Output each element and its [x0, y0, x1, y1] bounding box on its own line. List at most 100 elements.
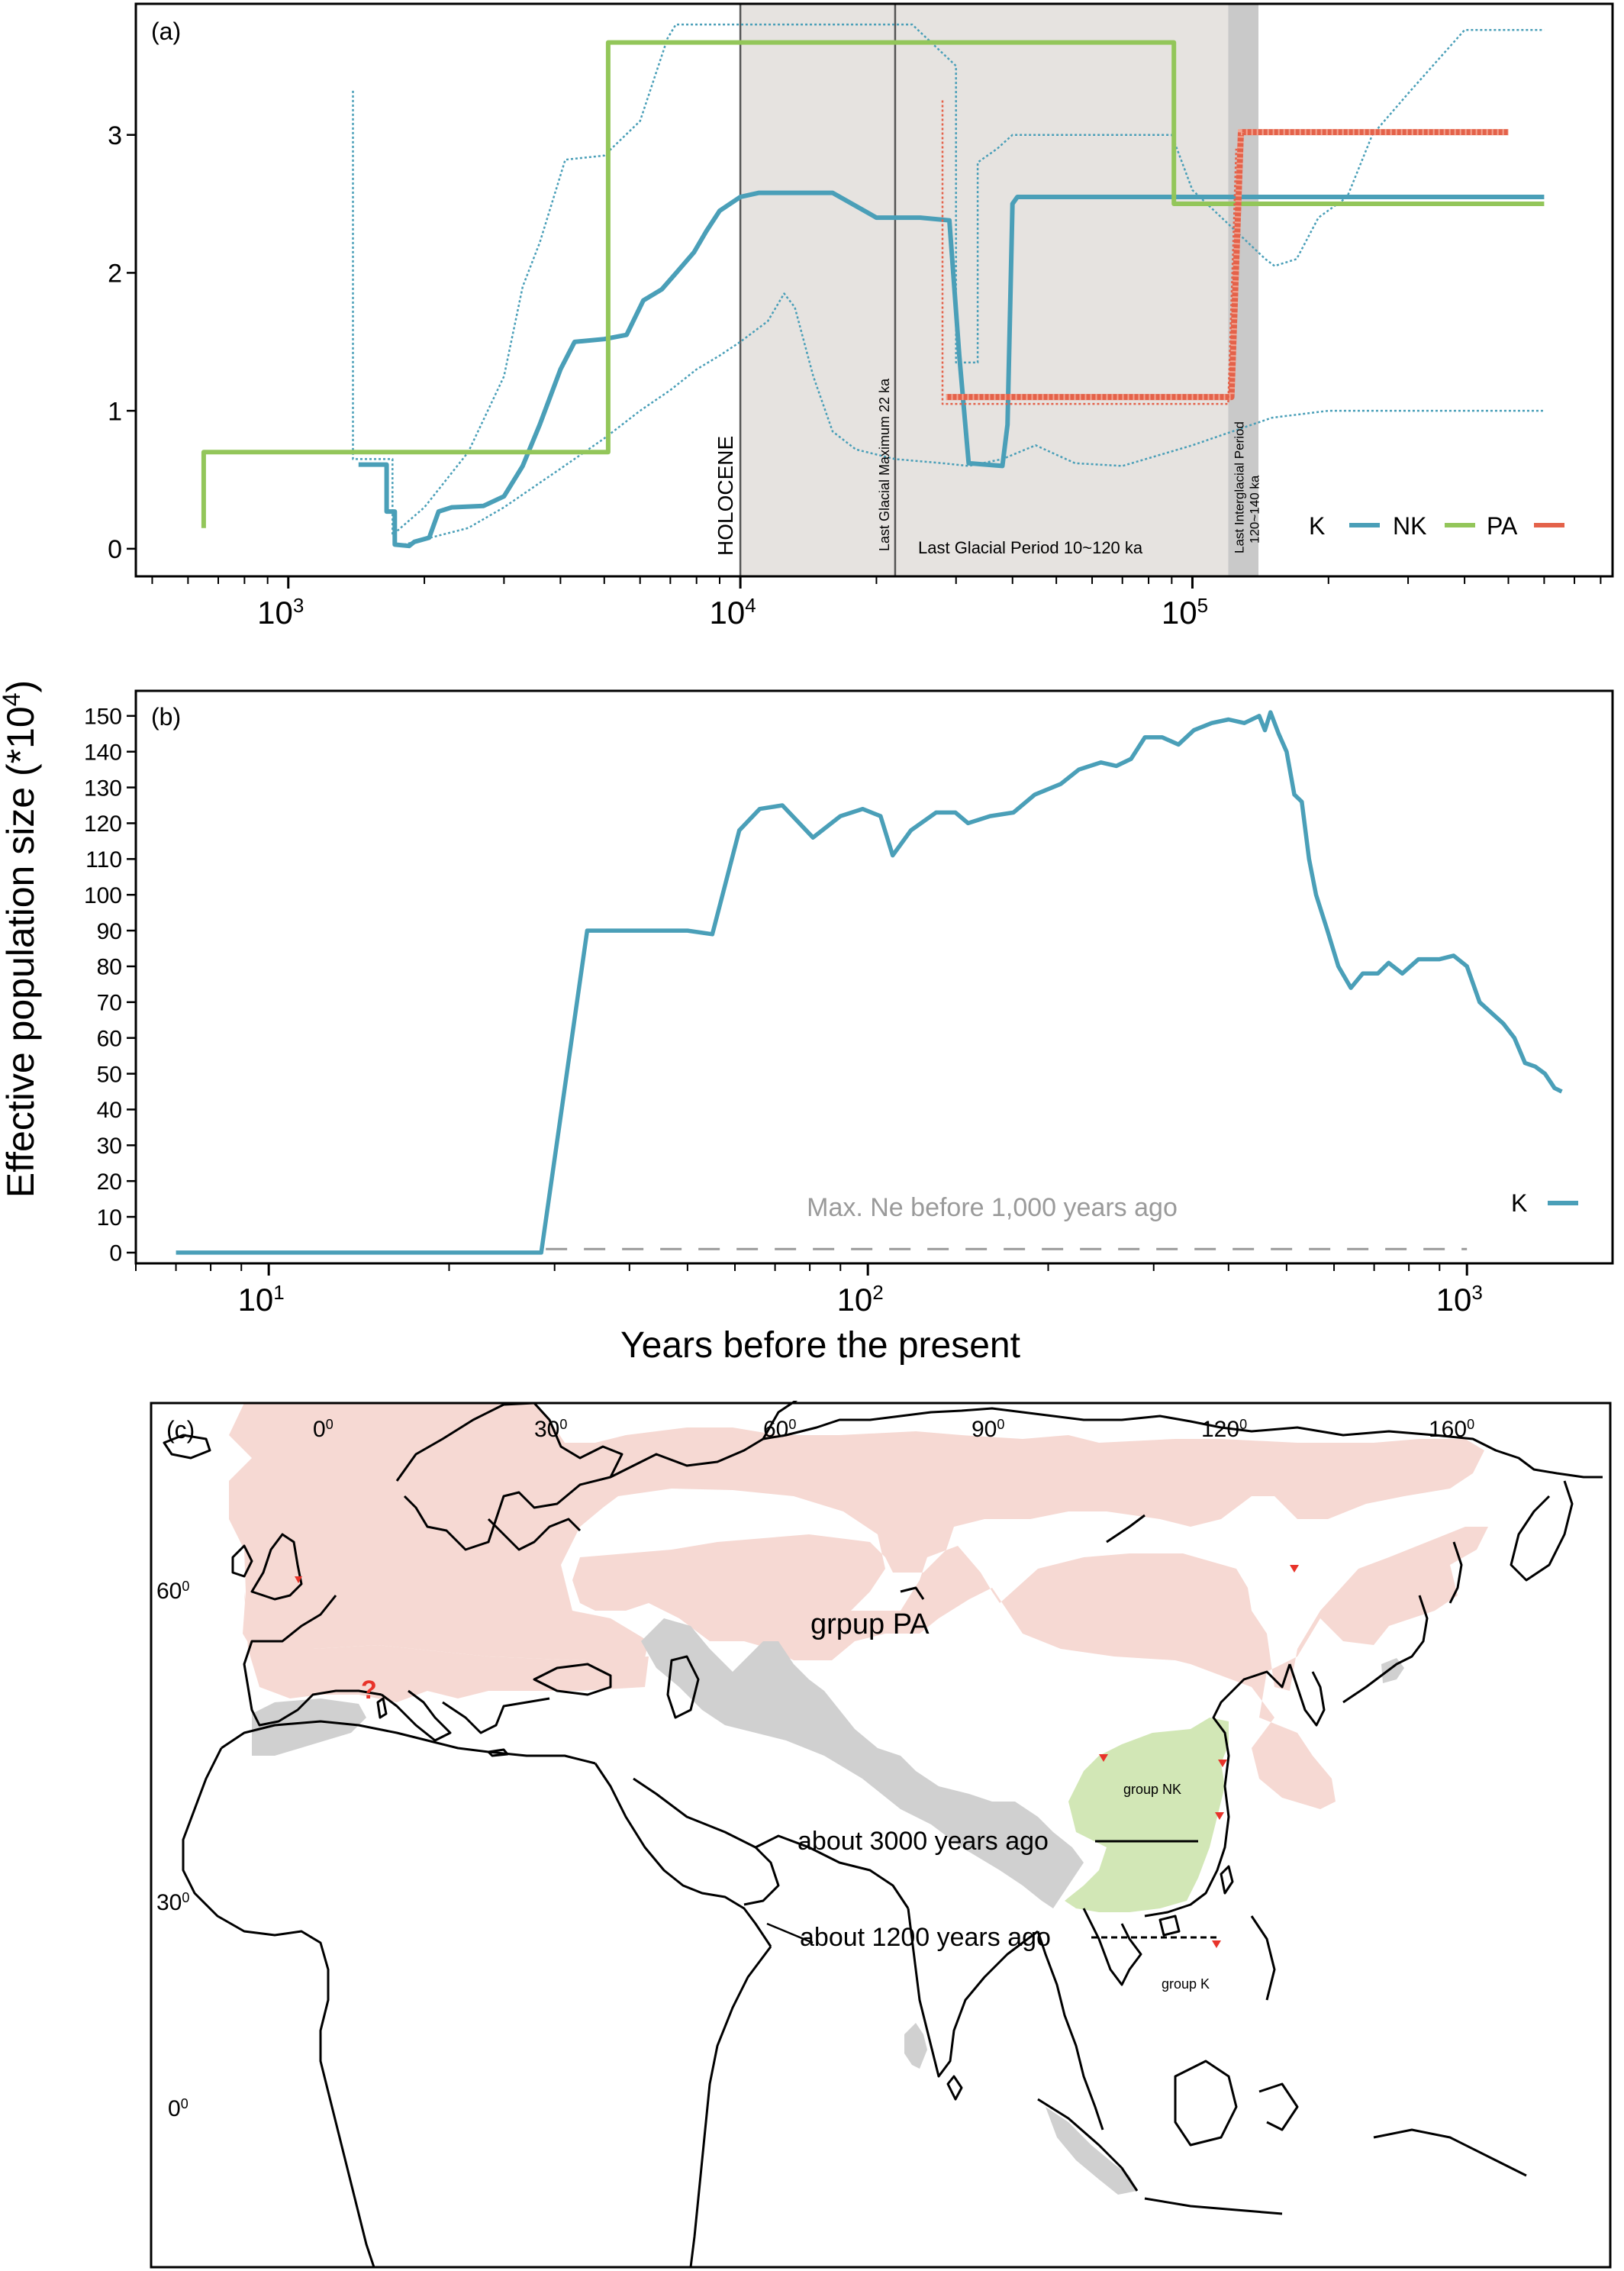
panel-c-map: (c) 00 300 600 900 1200 1600 600 300 00 …: [150, 1401, 1612, 2269]
panel-a-ytick-label: 0: [108, 535, 122, 564]
series-k: [358, 190, 1545, 549]
coast-sumatra: [1037, 2098, 1139, 2192]
panel-b-xtick-label: 101: [238, 1281, 285, 1318]
panel-b-label: (b): [151, 703, 181, 731]
coast-balkans: [442, 1697, 550, 1734]
coast-borneo: [1174, 2060, 1238, 2147]
latitude-labels: 600 300 00: [156, 1579, 189, 2121]
lon-label-60: 600: [763, 1417, 796, 1442]
panel-a-ytick-label: 3: [108, 121, 122, 150]
marker-nk-1: [1099, 1754, 1108, 1762]
region-grey-mediterranean: [252, 1698, 366, 1756]
panel-b-ytick-label: 130: [84, 776, 122, 801]
region-k-label: group K: [1162, 1976, 1210, 1992]
panel-a-series-layer: [201, 23, 1545, 549]
coast-taiwan: [1220, 1865, 1234, 1895]
last-glacial-period-shade: [740, 4, 1229, 576]
coast-red-sea: [594, 1763, 772, 1947]
series-pa-ci: [941, 100, 1238, 405]
region-grey-central-asia: [641, 1618, 1084, 1908]
region-pa-west: [244, 1592, 649, 1702]
last-interglacial-label-line2: 120~140 ka: [1247, 475, 1262, 544]
lat-label-30: 300: [156, 1890, 189, 1915]
panel-a-chart: 103 104 105 0 1 2 3 (a) HOLOCENE Last Glacial …: [108, 2, 1614, 631]
coast-caspian: [666, 1655, 700, 1719]
panel-b-ytick-label: 30: [97, 1134, 122, 1159]
panel-b-xtick-label: 103: [1436, 1281, 1483, 1318]
coast-kamchatka: [1510, 1480, 1574, 1582]
holocene-label: HOLOCENE: [714, 436, 737, 556]
lgm-label: Last Glacial Maximum 22 ka: [877, 378, 892, 551]
panel-b-ytick-label: 80: [97, 955, 122, 980]
panel-b-ytick-label: 10: [97, 1205, 122, 1231]
coast-lake-baikal: [1106, 1514, 1146, 1544]
lon-label-0: 00: [313, 1417, 334, 1442]
marker-nk-3: [1215, 1812, 1224, 1820]
region-grey-india-south: [904, 2023, 927, 2069]
shared-x-axis-label: Years before the present: [620, 1325, 1020, 1366]
region-nk: [1065, 1718, 1229, 1912]
marker-k-1: [1212, 1940, 1221, 1948]
panel-b-frame: [134, 689, 1614, 1265]
panel-c-label: (c): [166, 1416, 195, 1444]
coast-iceland: [163, 1434, 211, 1460]
coastlines: [163, 1401, 1603, 2267]
panel-c-frame: [150, 1402, 1612, 2269]
panel-b-ytick-label: 150: [84, 705, 122, 730]
coast-india: [907, 1908, 1039, 2078]
panel-b-ytick-label: 140: [84, 740, 122, 765]
panel-a-xtick-label: 104: [710, 594, 756, 631]
coast-ireland: [231, 1544, 253, 1578]
coast-arabia: [633, 1777, 780, 1906]
marker-ne-china: [1290, 1565, 1299, 1573]
legend-k-label: K: [1309, 512, 1325, 540]
lat-label-60: 600: [156, 1579, 189, 1604]
panel-b-xtick-label: 102: [837, 1281, 884, 1318]
lon-label-160: 1600: [1429, 1417, 1474, 1442]
coast-baltic: [487, 1518, 582, 1551]
coast-scandinavia: [395, 1402, 624, 1551]
panel-b-chart: 101 102 103 0 10 20 30 40 50 60 70 80 90 100 110 120 130…: [84, 689, 1614, 1318]
coast-sardinia: [376, 1697, 388, 1719]
region-grey-sumatra: [1046, 2107, 1137, 2195]
legend-b-k-label: K: [1511, 1189, 1527, 1217]
panel-b-ytick-label: 0: [109, 1241, 122, 1266]
series-b-k: [176, 710, 1563, 1255]
panel-b-ytick-label: 90: [97, 919, 122, 944]
coast-africa-east: [689, 1946, 772, 2267]
coast-aral: [900, 1586, 925, 1600]
panel-b-ytick-label: 70: [97, 991, 122, 1016]
panel-a-frame: [134, 2, 1614, 578]
coast-new-guinea: [1373, 2128, 1527, 2177]
legend-nk-label: NK: [1393, 512, 1426, 540]
panel-b-series-layer: [176, 710, 1563, 1255]
lon-label-30: 300: [534, 1417, 567, 1442]
coast-korea: [1288, 1663, 1326, 1727]
panel-a-xtick-label: 105: [1162, 594, 1208, 631]
shared-y-axis-label: Effective population size (*104): [0, 680, 42, 1198]
coast-china: [1144, 1663, 1291, 1918]
series-k-lower-ci: [403, 292, 1545, 546]
panel-b-legend: K: [1511, 1189, 1578, 1217]
coast-russia-north: [610, 1407, 1603, 1479]
coast-philippines: [1250, 1915, 1276, 2001]
coast-black-sea: [533, 1663, 612, 1696]
marker-uk: [295, 1576, 302, 1583]
coast-hainan: [1158, 1915, 1181, 1937]
annotation-1200-years: about 1200 years ago: [800, 1923, 1051, 1952]
series-pa-hatch: [946, 129, 1509, 401]
region-pa: [229, 1403, 1488, 1809]
last-glacial-period-label: Last Glacial Period 10~120 ka: [918, 538, 1143, 557]
region-pa-label: grpup PA: [810, 1608, 930, 1640]
panel-b-ytick-label: 110: [85, 847, 122, 873]
panel-b-ytick-label: 120: [84, 811, 122, 837]
series-k-upper-ci: [352, 23, 1545, 537]
pointer-line-1200-start: [766, 1922, 814, 1944]
lon-label-120: 1200: [1201, 1417, 1247, 1442]
panel-a-legend: K NK PA: [1309, 512, 1564, 540]
coast-uk: [250, 1533, 303, 1601]
coast-persian-gulf: [755, 1834, 910, 1909]
lat-label-0: 00: [168, 2096, 188, 2121]
series-nk: [201, 40, 1545, 528]
